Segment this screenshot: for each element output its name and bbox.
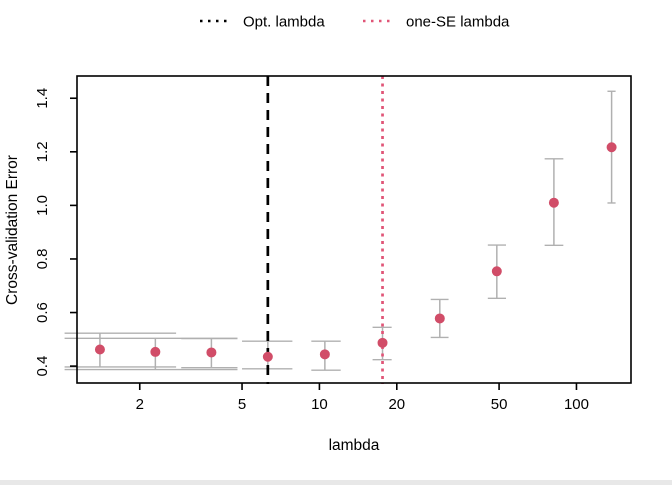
data-point — [377, 337, 388, 348]
x-tick-label: 2 — [136, 396, 144, 413]
x-axis-title: lambda — [329, 437, 380, 454]
y-axis-ticks: 0.4 0.6 0.8 1.0 1.2 1.4 — [34, 88, 77, 377]
data-point — [94, 344, 105, 355]
legend-one-se-lambda-label: one-SE lambda — [406, 14, 510, 31]
data-points-layer — [94, 142, 617, 362]
y-tick-label: 1.0 — [34, 195, 51, 216]
legend-opt-lambda-label: Opt. lambda — [243, 14, 325, 31]
y-axis-title: Cross-validation Error — [4, 155, 21, 305]
data-point — [434, 313, 445, 324]
x-tick-label: 100 — [564, 396, 589, 413]
x-tick-label: 5 — [238, 396, 246, 413]
data-point — [150, 346, 161, 357]
y-tick-label: 1.4 — [34, 88, 51, 109]
data-point — [491, 266, 502, 277]
reference-lines-layer — [266, 76, 384, 384]
x-tick-label: 10 — [311, 396, 328, 413]
y-tick-label: 1.2 — [34, 141, 51, 162]
data-point — [262, 351, 273, 362]
x-tick-label: 20 — [388, 396, 405, 413]
plot-border — [76, 75, 632, 384]
x-axis-ticks: 2 5 10 20 50 100 — [136, 383, 589, 413]
legend: Opt. lambda one-SE lambda — [200, 14, 510, 31]
x-tick-label: 50 — [491, 396, 508, 413]
y-tick-label: 0.8 — [34, 249, 51, 270]
y-tick-label: 0.4 — [34, 356, 51, 377]
y-tick-label: 0.6 — [34, 302, 51, 323]
data-point — [319, 349, 330, 360]
data-point — [206, 347, 217, 358]
data-point — [548, 197, 559, 208]
data-point — [606, 142, 617, 153]
